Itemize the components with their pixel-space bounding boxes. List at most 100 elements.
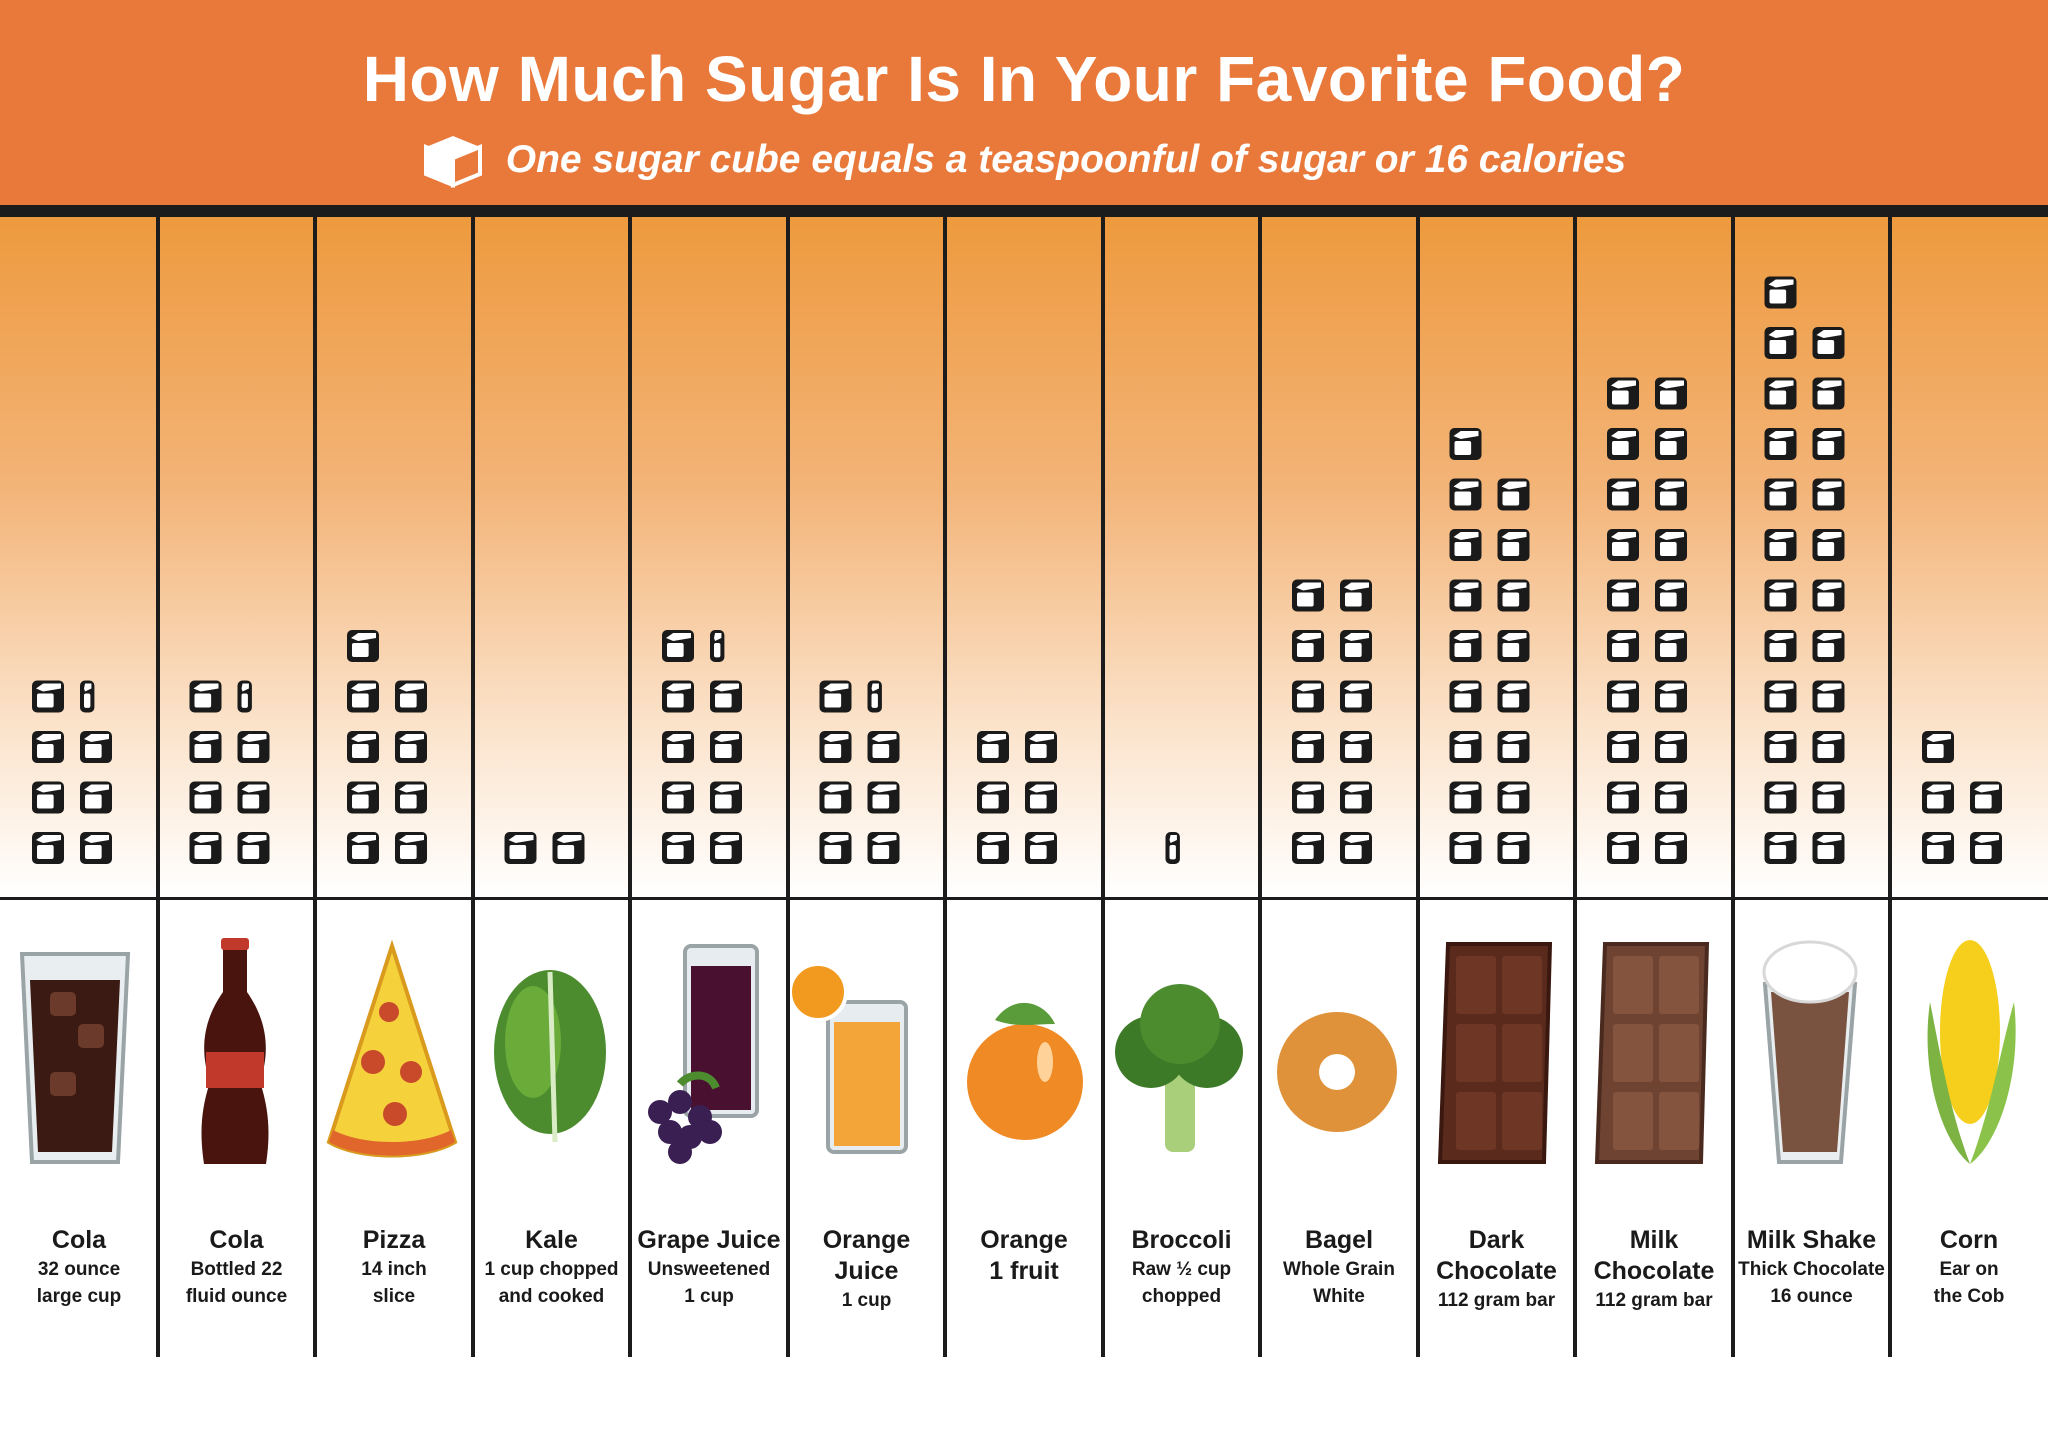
sugar-cube: [819, 832, 852, 864]
cube-area: [315, 217, 473, 897]
sugar-cube: [662, 680, 694, 713]
food-illustration: [473, 932, 630, 1432]
sugar-cube: [1655, 529, 1687, 561]
sugar-cube: [1497, 529, 1530, 561]
sugar-cube-stack: [819, 680, 900, 864]
food-description: Bottled 22: [190, 1259, 283, 1280]
cola-bottle-icon: [201, 938, 269, 1164]
orange-icon: [967, 1002, 1083, 1140]
sugar-cube: [32, 832, 64, 864]
sugar-cube: [1340, 680, 1372, 713]
food-illustration: [788, 932, 945, 1432]
food-column: Bagel Whole Grain White: [1260, 217, 1418, 1357]
food-description: 1 cup: [841, 1290, 892, 1311]
sugar-cube: [1607, 529, 1639, 561]
food-illustration: [0, 932, 158, 1432]
sugar-cube-stack: [1922, 731, 2002, 864]
sugar-cube: [1655, 377, 1687, 410]
sugar-cube: [1449, 478, 1482, 511]
sugar-cube: [977, 832, 1009, 864]
food-illustration: [1575, 932, 1733, 1432]
sugar-cube: [189, 832, 222, 864]
food-column: Broccoli Raw ½ cup chopped: [1103, 217, 1260, 1357]
food-column: Orange Juice 1 cup: [788, 217, 945, 1357]
sugar-cube: [867, 832, 900, 864]
sugar-cube: [189, 680, 222, 713]
sugar-cube: [867, 781, 900, 814]
column-divider: [471, 217, 475, 1357]
food-name: Kale: [525, 1226, 578, 1254]
food-column: Dark Chocolate 112 gram bar: [1418, 217, 1575, 1357]
food-description: the Cob: [1933, 1286, 2005, 1307]
half-sugar-cube: [80, 680, 95, 713]
sugar-cube: [977, 781, 1009, 814]
food-column: Cola 32 ounce large cup: [0, 217, 158, 1357]
sugar-cube: [1812, 579, 1845, 612]
chart-title: How Much Sugar Is In Your Favorite Food?: [362, 43, 1686, 115]
cube-area: [1890, 217, 2048, 897]
sugar-cube: [1607, 680, 1639, 713]
food-illustration: [1418, 932, 1575, 1432]
sugar-cube: [1497, 579, 1530, 612]
food-label: Grape Juice Unsweetened 1 cup: [630, 1225, 788, 1310]
food-name: Pizza: [362, 1226, 426, 1254]
sugar-cube: [1607, 630, 1639, 662]
sugar-cube: [1764, 478, 1797, 511]
orange-juice-icon: [788, 962, 908, 1154]
sugar-cube-stack: [504, 832, 585, 864]
sugar-cube: [1449, 832, 1482, 864]
column-divider: [1416, 217, 1420, 1357]
food-description: Raw ½ cup: [1131, 1259, 1232, 1280]
sugar-cube: [1497, 731, 1530, 763]
sugar-cube: [1655, 428, 1687, 460]
food-name: Milk Shake: [1746, 1226, 1877, 1254]
sugar-cube: [1607, 781, 1639, 814]
sugar-cube: [1764, 630, 1797, 662]
sugar-cube: [347, 630, 379, 662]
food-name: Grape Juice: [637, 1226, 781, 1254]
sugar-cube: [1764, 579, 1797, 612]
broccoli-icon: [1115, 984, 1243, 1152]
sugar-cube: [1340, 630, 1372, 662]
column-divider: [628, 217, 632, 1357]
sugar-cube: [710, 680, 742, 713]
sugar-cube: [1812, 428, 1845, 460]
sugar-cube: [237, 731, 270, 763]
food-column: Pizza 14 inch slice: [315, 217, 473, 1357]
sugar-cube: [662, 832, 694, 864]
sugar-cube: [819, 781, 852, 814]
column-divider: [1888, 217, 1892, 1357]
sugar-cube-stack: [662, 630, 742, 864]
food-label: Dark Chocolate 112 gram bar: [1418, 1225, 1575, 1314]
cube-area: [945, 217, 1103, 897]
header: How Much Sugar Is In Your Favorite Food?…: [0, 0, 2048, 205]
sugar-cube: [662, 731, 694, 763]
food-illustration: [315, 932, 473, 1432]
sugar-cube: [1970, 832, 2002, 864]
chart-subtitle: One sugar cube equals a teaspoonful of s…: [505, 138, 1627, 181]
sugar-cube: [1764, 428, 1797, 460]
sugar-cube: [1764, 529, 1797, 561]
grape-juice-icon: [648, 944, 759, 1164]
food-label: Corn Ear on the Cob: [1890, 1225, 2048, 1310]
sugar-cube: [347, 832, 379, 864]
sugar-cube: [237, 832, 270, 864]
sugar-cube: [1764, 377, 1797, 410]
food-illustration: [1103, 932, 1260, 1432]
sugar-cube: [1970, 781, 2002, 814]
food-description: large cup: [36, 1286, 122, 1307]
sugar-cube: [662, 630, 694, 662]
sugar-cube: [1449, 781, 1482, 814]
food-description: 1 cup: [684, 1286, 734, 1307]
food-label: Milk Chocolate 112 gram bar: [1575, 1225, 1733, 1314]
sugar-cube: [1292, 630, 1324, 662]
sugar-cube: [395, 731, 427, 763]
sugar-cube: [347, 731, 379, 763]
sugar-cube: [1025, 731, 1057, 763]
sugar-cube: [1292, 731, 1324, 763]
food-illustration: [1890, 932, 2048, 1432]
food-column: Milk Shake Thick Chocolate 16 ounce: [1733, 217, 1890, 1357]
food-name: Corn: [1939, 1226, 1999, 1254]
sugar-cube: [1025, 781, 1057, 814]
food-column: Corn Ear on the Cob: [1890, 217, 2048, 1357]
